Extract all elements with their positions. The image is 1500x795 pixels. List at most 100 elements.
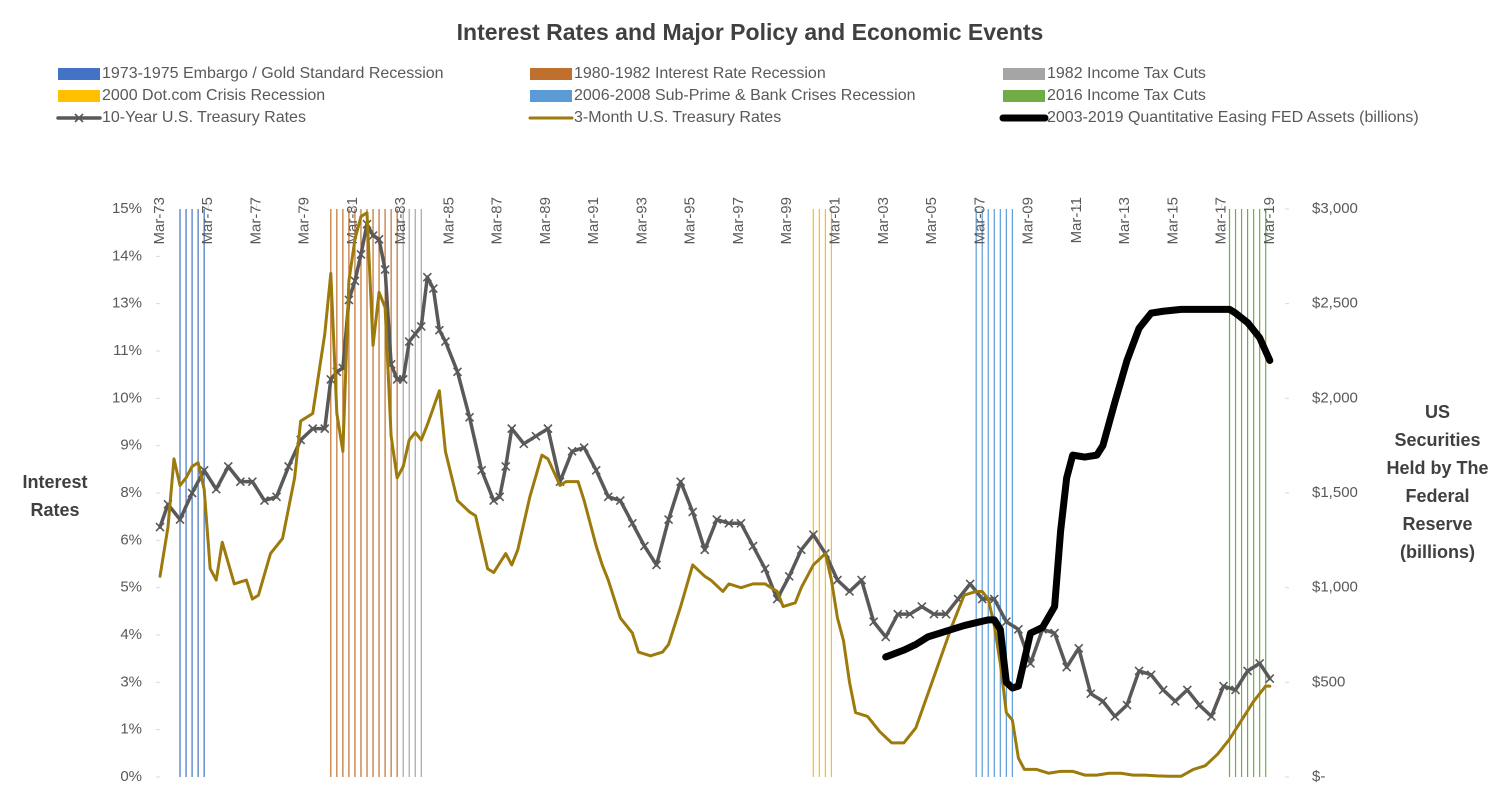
point-marker — [905, 609, 915, 619]
y-tick-label: 10% — [112, 389, 142, 406]
point-marker — [452, 367, 463, 377]
point-marker — [579, 442, 589, 453]
point-marker — [1194, 700, 1204, 710]
point-marker — [1074, 643, 1084, 653]
legend-label: 2016 Income Tax Cuts — [1047, 87, 1206, 104]
y-tick-label: 8% — [120, 484, 142, 501]
x-tick-label: Mar-85 — [440, 197, 457, 245]
point-marker — [356, 249, 366, 260]
y-tick-label: 0% — [120, 768, 142, 785]
point-marker — [259, 496, 270, 506]
y2-tick-label: $3,000 — [1312, 200, 1358, 217]
chart-title: Interest Rates and Major Policy and Econ… — [457, 19, 1044, 45]
legend-label: 2000 Dot.com Crisis Recession — [102, 87, 325, 104]
point-marker — [1098, 696, 1108, 706]
legend-label: 1980-1982 Interest Rate Recession — [574, 65, 826, 82]
series-line — [882, 305, 1274, 692]
point-marker — [422, 272, 432, 282]
y-axis-label: Interest Rates — [22, 472, 88, 520]
x-tick-label: Mar-05 — [923, 197, 940, 245]
y-tick-label: 6% — [120, 531, 142, 548]
point-marker — [211, 484, 221, 494]
legend-label: 1982 Income Tax Cuts — [1047, 65, 1206, 82]
point-marker — [1218, 681, 1229, 691]
point-marker — [1170, 696, 1180, 706]
point-marker — [1265, 673, 1275, 684]
legend-swatch — [58, 90, 100, 102]
legend-swatch — [530, 68, 572, 80]
point-marker — [929, 609, 939, 619]
point-marker — [844, 586, 855, 597]
point-marker — [495, 492, 505, 502]
point-marker — [832, 575, 843, 585]
point-marker — [712, 514, 722, 525]
y-tick-label: 3% — [120, 673, 142, 690]
point-marker — [869, 617, 879, 627]
point-marker — [676, 477, 686, 487]
x-tick-label: Mar-99 — [778, 197, 795, 245]
legend-label: 2006-2008 Sub-Prime & Bank Crises Recess… — [574, 87, 916, 104]
y-tick-label: 9% — [120, 437, 142, 454]
point-marker — [651, 560, 662, 570]
point-marker — [519, 439, 529, 449]
y-tick-label: 5% — [120, 579, 142, 596]
point-marker — [155, 522, 165, 532]
legend-swatch — [1003, 68, 1045, 80]
x-tick-label: Mar-79 — [296, 197, 313, 245]
x-tick-label: Mar-01 — [826, 197, 843, 245]
point-marker — [796, 545, 806, 555]
point-marker — [284, 461, 294, 472]
point-marker — [175, 514, 185, 525]
x-tick-label: Mar-17 — [1213, 197, 1230, 245]
point-marker — [1146, 670, 1156, 680]
point-marker — [507, 424, 517, 434]
y2-axis-label: US Securities Held by The Federal Reserv… — [1386, 402, 1489, 562]
x-tick-label: Mar-83 — [392, 197, 409, 245]
point-marker — [320, 424, 330, 434]
point-marker — [368, 230, 378, 241]
point-marker — [1158, 685, 1168, 695]
y2-tick-label: $2,500 — [1312, 295, 1358, 312]
x-tick-label: Mar-91 — [585, 197, 602, 245]
point-marker — [808, 530, 818, 540]
point-marker — [784, 571, 794, 581]
point-marker — [428, 283, 438, 294]
point-marker — [416, 321, 426, 331]
y2-tick-label: $2,000 — [1312, 389, 1358, 406]
point-marker — [567, 446, 577, 456]
x-tick-label: Mar-75 — [199, 197, 216, 245]
point-marker — [1206, 711, 1216, 721]
point-marker — [247, 477, 257, 487]
point-marker — [531, 431, 541, 441]
point-marker — [627, 518, 637, 528]
legend-label: 3-Month U.S. Treasury Rates — [574, 109, 781, 126]
x-tick-label: Mar-77 — [247, 197, 264, 245]
point-marker — [1243, 666, 1253, 676]
legend-swatch — [530, 90, 572, 102]
point-marker — [1086, 689, 1096, 699]
point-marker — [223, 461, 233, 472]
point-marker — [271, 492, 282, 502]
y-tick-label: 15% — [112, 200, 142, 217]
legend-swatch — [58, 68, 100, 80]
point-marker — [1025, 658, 1036, 668]
point-marker — [603, 492, 613, 502]
point-marker — [1062, 662, 1072, 672]
point-marker — [941, 609, 951, 619]
legend-marker — [74, 113, 84, 123]
point-marker — [893, 609, 903, 619]
x-tick-label: Mar-07 — [971, 197, 988, 245]
y2-tick-label: $1,500 — [1312, 484, 1358, 501]
point-marker — [688, 507, 698, 517]
x-tick-label: Mar-13 — [1116, 197, 1133, 245]
point-marker — [591, 465, 601, 475]
x-tick-label: Mar-93 — [633, 197, 650, 245]
point-marker — [736, 518, 746, 528]
point-marker — [374, 234, 384, 244]
point-marker — [440, 336, 450, 347]
point-marker — [187, 488, 197, 498]
series-line — [158, 211, 1272, 778]
x-tick-label: Mar-87 — [489, 197, 506, 245]
point-marker — [501, 461, 511, 472]
